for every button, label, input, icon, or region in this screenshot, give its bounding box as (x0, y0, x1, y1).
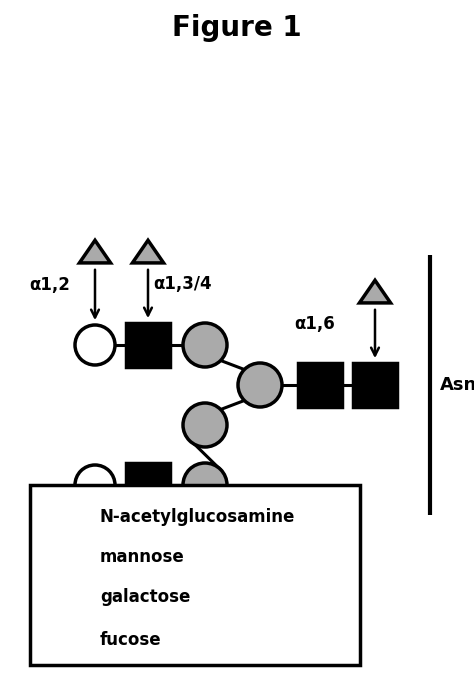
Polygon shape (80, 240, 110, 263)
Bar (30, 485, 360, 665)
Text: fucose: fucose (100, 631, 162, 649)
Circle shape (183, 463, 227, 507)
Bar (298, 363, 342, 407)
Circle shape (183, 323, 227, 367)
Circle shape (183, 403, 227, 447)
Text: Figure 1: Figure 1 (172, 14, 302, 42)
Bar (126, 323, 170, 367)
Polygon shape (359, 280, 391, 303)
Circle shape (238, 363, 282, 407)
Text: Asn: Asn (440, 376, 474, 394)
Circle shape (47, 539, 83, 575)
Bar (353, 363, 397, 407)
Text: mannose: mannose (100, 548, 185, 566)
Polygon shape (132, 240, 164, 263)
Bar (126, 463, 170, 507)
Text: α1,3/4: α1,3/4 (153, 275, 211, 293)
Circle shape (47, 579, 83, 614)
Text: α1,6: α1,6 (294, 315, 335, 333)
Circle shape (75, 465, 115, 505)
Text: α1,2: α1,2 (29, 276, 70, 294)
Polygon shape (52, 627, 78, 647)
Bar (53, 506, 77, 530)
Circle shape (75, 325, 115, 365)
Text: N-acetylglucosamine: N-acetylglucosamine (100, 508, 295, 526)
Text: galactose: galactose (100, 588, 191, 606)
